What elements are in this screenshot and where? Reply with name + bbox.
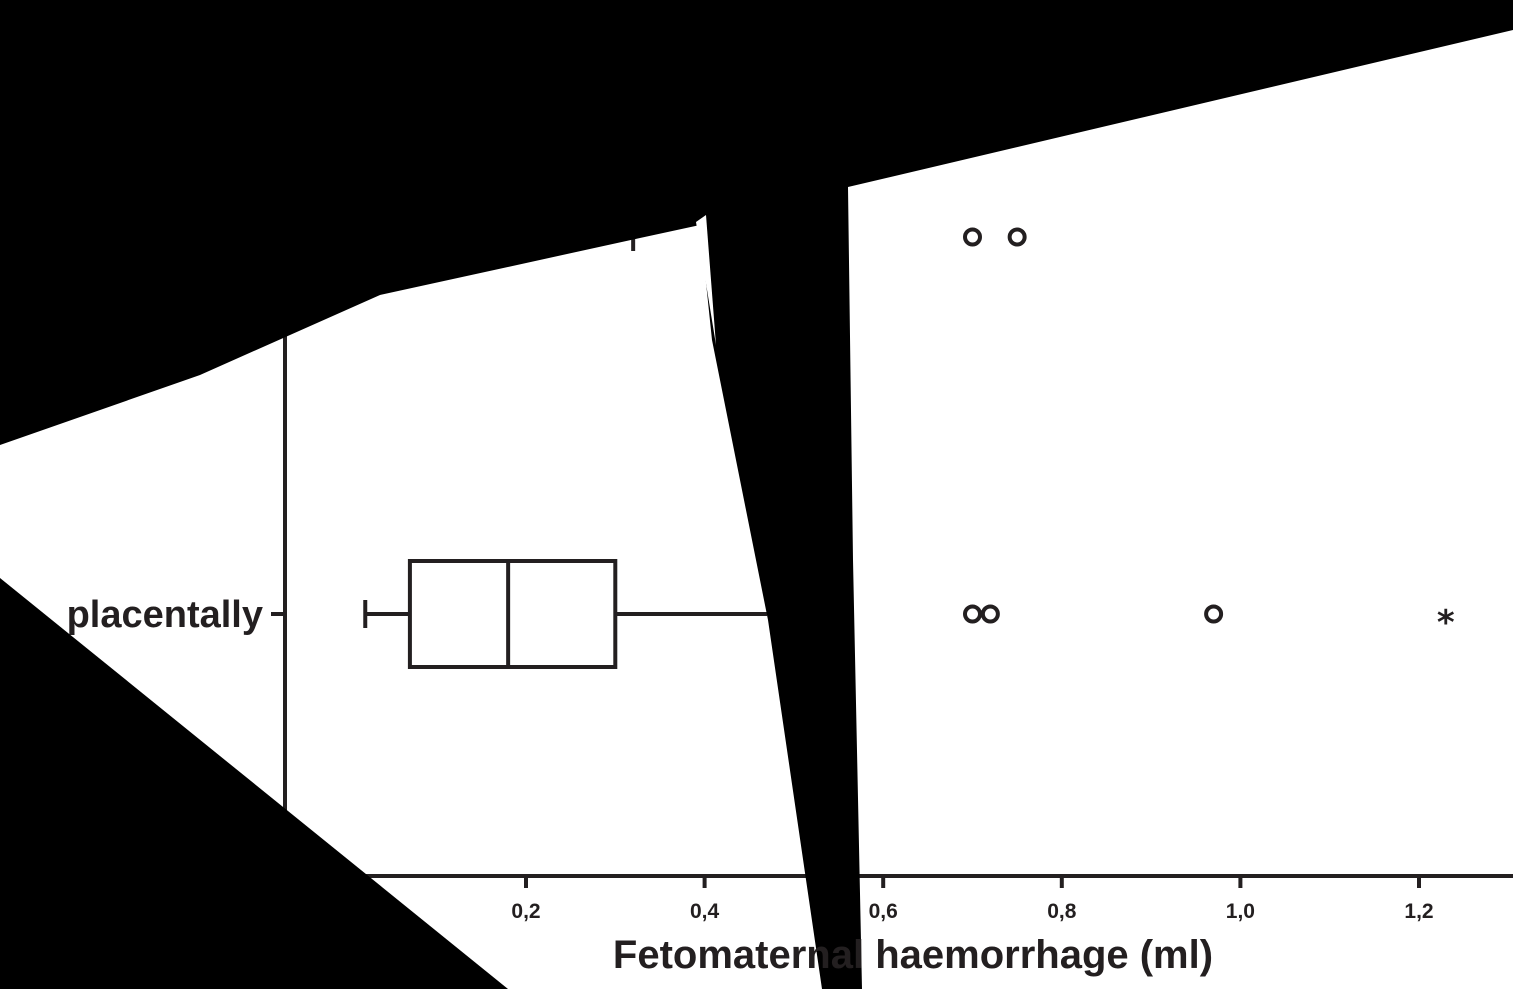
occluder-bottom-left	[0, 578, 508, 989]
x-tick-label: 0,4	[690, 900, 720, 923]
outlier-point	[980, 604, 1000, 624]
x-tick-label: 1,0	[1226, 900, 1255, 923]
x-tick-label: 1,2	[1404, 900, 1433, 923]
x-tick-label: 0,8	[1047, 900, 1077, 923]
axis-title-layer: Fetomaternal haemorrhage (ml)	[613, 933, 1213, 977]
outlier-point	[1007, 227, 1027, 247]
x-tick-label: 0,2	[511, 900, 540, 923]
plot-area: 0,2 0,4 0,6 0,8 1,0 1,2 placentally *	[67, 60, 1513, 923]
outlier-point	[963, 604, 982, 624]
extreme-point: *	[1437, 603, 1455, 643]
outlier-point	[963, 227, 982, 247]
x-axis-title: Fetomaternal haemorrhage (ml)	[613, 933, 1213, 977]
x-tick-label: 0,6	[869, 900, 898, 923]
iqr-box	[407, 559, 618, 669]
occluder-sliver	[696, 215, 716, 345]
category-label: placentally	[67, 594, 263, 636]
outlier-point	[1204, 604, 1224, 624]
